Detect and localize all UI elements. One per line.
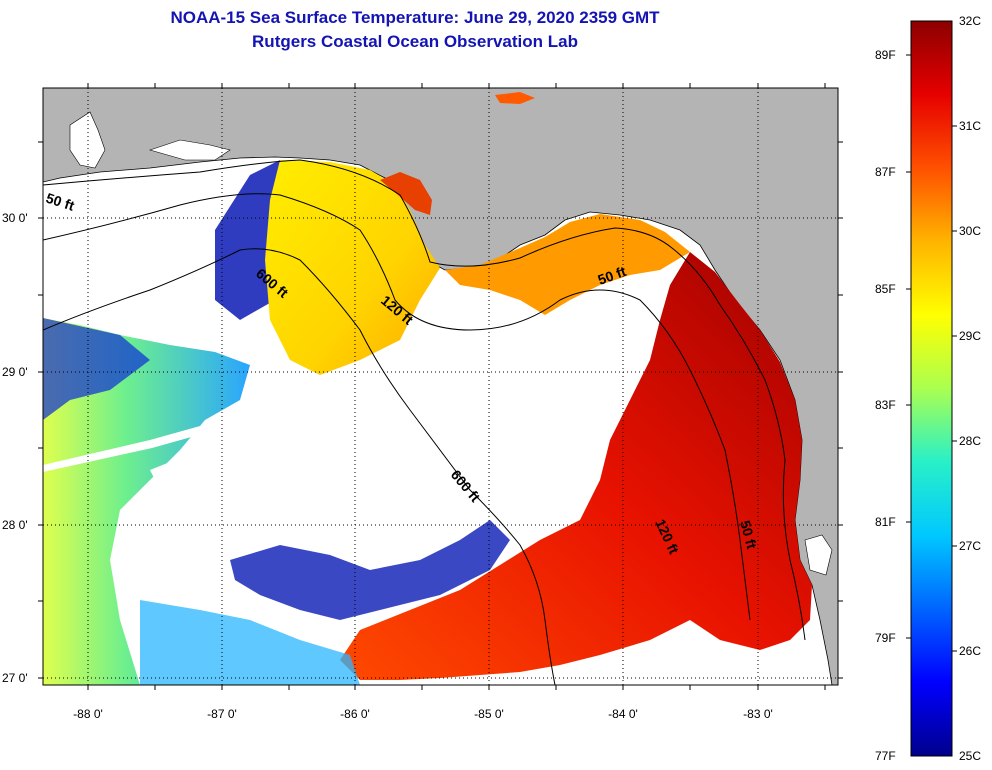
map-frame — [42, 87, 839, 686]
colorbar-fahrenheit-label: 87F — [875, 165, 896, 179]
contour-label-50ft-south: 50 ft — [737, 519, 760, 551]
colorbar-celsius-label: 25C — [959, 749, 981, 763]
latitude-label: 28 0' — [2, 518, 28, 532]
colorbar-fahrenheit-label: 89F — [875, 48, 896, 62]
colorbar-ticks — [906, 54, 957, 652]
colorbar-celsius-label: 28C — [959, 434, 981, 448]
map-title: NOAA-15 Sea Surface Temperature: June 29… — [170, 8, 660, 27]
graticule — [43, 88, 838, 685]
bathymetry-contours — [43, 159, 806, 685]
cloud-gap — [410, 300, 560, 470]
sst-region-east — [340, 252, 812, 680]
sst-region-southwest — [140, 600, 360, 685]
latitude-label: 29 0' — [2, 365, 28, 379]
colorbar-celsius-label: 31C — [959, 119, 981, 133]
longitude-label: -83 0' — [743, 707, 773, 721]
cloud-streak — [43, 395, 333, 472]
bay-area — [804, 534, 833, 576]
sst-patch-bay — [380, 172, 432, 215]
sst-region-west — [43, 318, 250, 685]
cloud-gap — [300, 400, 400, 480]
colorbar-celsius-label: 27C — [959, 539, 981, 553]
colorbar-fahrenheit-label: 85F — [875, 282, 896, 296]
colorbar-fahrenheit-label: 77F — [875, 749, 896, 763]
latitude-label: 27 0' — [2, 671, 28, 685]
sst-region-southwest-blue — [230, 520, 510, 620]
longitude-label: -86 0' — [340, 707, 370, 721]
colorbar — [910, 20, 953, 757]
colorbar-fahrenheit-label: 81F — [875, 515, 896, 529]
longitude-label: -84 0' — [608, 707, 638, 721]
colorbar-celsius-label: 32C — [959, 14, 981, 28]
longitude-label: -85 0' — [474, 707, 504, 721]
longitude-label: -87 0' — [207, 707, 237, 721]
sst-region-central-blue — [215, 160, 280, 320]
bay-area — [148, 139, 231, 161]
colorbar-celsius-label: 26C — [959, 644, 981, 658]
latitude-label: 30 0' — [2, 211, 28, 225]
longitude-label: -88 0' — [73, 707, 103, 721]
colorbar-celsius-label: 29C — [959, 329, 981, 343]
sst-patch-river — [495, 92, 535, 104]
cloud-gap — [150, 430, 290, 540]
map-subtitle: Rutgers Coastal Ocean Observation Lab — [252, 32, 578, 51]
colorbar-celsius-label: 30C — [959, 224, 981, 238]
sst-region-west-blue — [43, 318, 150, 420]
sst-region-bigbend — [445, 214, 690, 315]
colorbar-fahrenheit-label: 83F — [875, 398, 896, 412]
sst-region-north — [265, 160, 440, 375]
axis-ticks — [38, 83, 843, 690]
colorbar-fahrenheit-label: 79F — [875, 631, 896, 645]
